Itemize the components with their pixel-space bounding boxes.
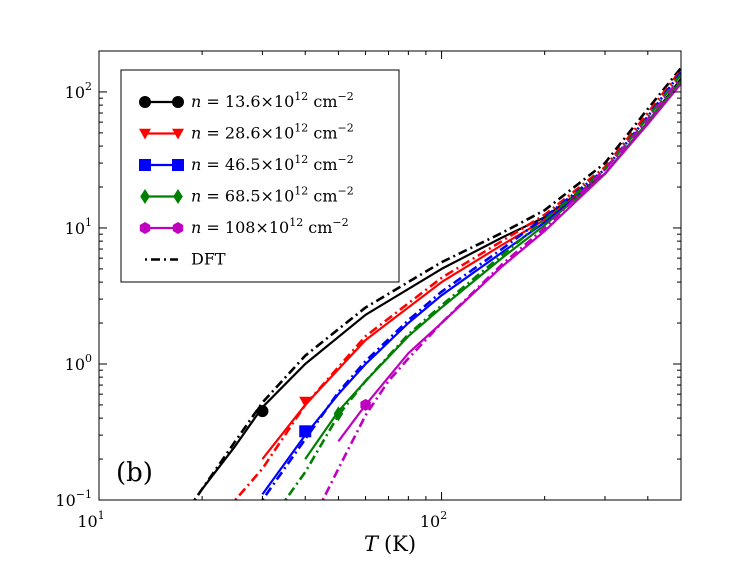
legend-var: n [191, 218, 201, 237]
legend-exp: 12 [294, 185, 308, 198]
legend-exp: 12 [294, 90, 308, 103]
panel-label: (b) [116, 458, 153, 488]
legend-marker-start-2 [139, 128, 151, 140]
legend-marker-end-5 [172, 222, 184, 234]
marker-series-5 [360, 398, 371, 411]
legend-marker-start-3 [139, 159, 151, 171]
x-axis-label-symbol: T [364, 532, 380, 556]
legend-exp: 12 [294, 122, 308, 135]
legend-num: 68.5×10 [225, 187, 294, 206]
legend-unit: cm [308, 92, 337, 111]
axes-frame [98, 50, 682, 501]
y-tick-label-4: 102 [65, 80, 92, 102]
legend-label-5: n = 108×1012 cm−2 [191, 216, 349, 237]
marker-series-4 [333, 406, 344, 422]
legend-unit-exp: −2 [338, 185, 354, 198]
legend-marker-end-4 [173, 189, 183, 204]
marker-series-3 [299, 425, 312, 438]
dft-line-series-1 [193, 67, 681, 500]
legend-eq: = [201, 92, 225, 111]
x-tick-exp-2: 2 [440, 509, 447, 522]
legend-label-1: n = 13.6×1012 cm−2 [191, 90, 354, 111]
x-tick-base-1: 10 [77, 512, 97, 531]
x-tick-base-2: 10 [420, 512, 440, 531]
legend-eq: = [201, 187, 225, 206]
legend-var: n [191, 155, 201, 174]
legend-unit: cm [308, 124, 337, 143]
legend-num: 46.5×10 [225, 155, 294, 174]
legend-num: 13.6×10 [225, 92, 294, 111]
y-tick-exp-4: 2 [85, 80, 92, 93]
legend-label-3: n = 46.5×1012 cm−2 [191, 153, 354, 174]
y-tick-exp-2: 0 [85, 352, 92, 365]
legend-marker-start-5 [139, 222, 151, 234]
data-line-series-5 [337, 83, 681, 442]
legend-marker-end-1 [172, 96, 184, 108]
legend: n = 13.6×1012 cm−2n = 28.6×1012 cm−2n = … [120, 69, 400, 283]
x-tick-exp-1: 1 [98, 509, 105, 522]
legend-label-2: n = 28.6×1012 cm−2 [191, 122, 354, 143]
legend-eq: = [201, 218, 225, 237]
legend-unit-exp: −2 [338, 153, 354, 166]
legend-eq: = [201, 124, 225, 143]
y-tick-base-1: 10 [55, 491, 75, 510]
legend-unit-exp: −2 [338, 90, 354, 103]
legend-marker-start-1 [139, 96, 151, 108]
legend-marker-end-2 [172, 128, 184, 140]
legend-unit-exp: −2 [332, 216, 348, 229]
y-tick-base-3: 10 [65, 219, 85, 238]
legend-num: 28.6×10 [225, 124, 294, 143]
legend-unit: cm [308, 187, 337, 206]
x-tick-label-2: 102 [420, 509, 447, 531]
legend-unit: cm [303, 218, 332, 237]
legend-var: n [191, 92, 201, 111]
legend-var: n [191, 187, 201, 206]
legend-num: 108×10 [225, 218, 289, 237]
y-tick-label-2: 100 [65, 352, 92, 374]
y-tick-exp-1: −1 [76, 488, 92, 501]
y-tick-base-2: 10 [65, 355, 85, 374]
marker-series-1 [256, 405, 269, 418]
legend-marker-end-3 [172, 159, 184, 171]
marker-series-2 [299, 396, 312, 408]
legend-box [120, 69, 400, 283]
x-axis-label: T (K) [364, 532, 416, 556]
dft-line-series-4 [284, 73, 681, 500]
legend-label-dft: DFT [191, 250, 226, 269]
legend-var: n [191, 124, 201, 143]
x-tick-label-1: 101 [77, 509, 104, 531]
legend-exp: 12 [294, 153, 308, 166]
legend-marker-start-4 [140, 189, 150, 204]
y-tick-exp-3: 1 [85, 216, 92, 229]
x-axis-label-unit: (K) [384, 532, 416, 556]
series-layer [193, 67, 681, 500]
y-tick-label-1: 10−1 [55, 488, 92, 510]
legend-unit-exp: −2 [338, 122, 354, 135]
legend-eq: = [201, 155, 225, 174]
legend-label-4: n = 68.5×1012 cm−2 [191, 185, 354, 206]
legend-unit: cm [308, 155, 337, 174]
y-tick-base-4: 10 [65, 83, 85, 102]
y-tick-label-3: 101 [65, 216, 92, 238]
legend-exp: 12 [289, 216, 303, 229]
